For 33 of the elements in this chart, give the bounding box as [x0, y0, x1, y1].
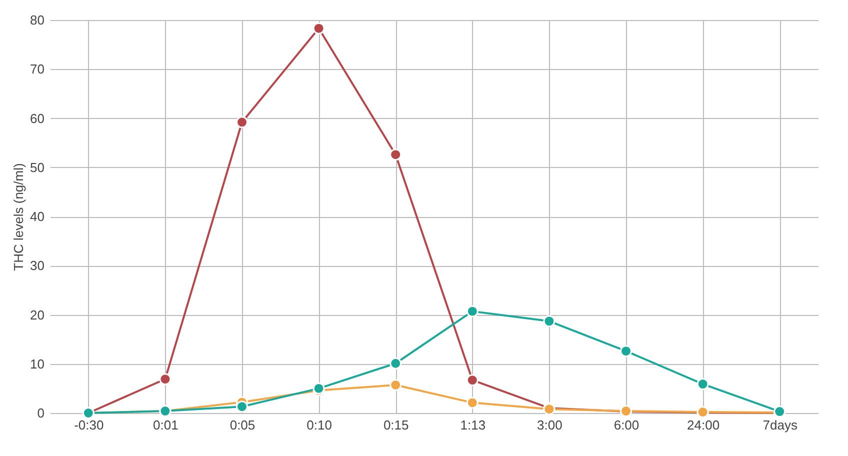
- point: [466, 305, 478, 318]
- point: [390, 357, 402, 370]
- x-tick-label: 7days: [762, 418, 798, 432]
- x-tick-label: 0:05: [230, 418, 256, 432]
- x-tick-label: 0:15: [383, 418, 409, 432]
- x-tick-label: -0:30: [74, 418, 104, 432]
- y-tick-label: 20: [30, 307, 44, 322]
- y-tick-label: 80: [30, 12, 44, 28]
- y-tick-label: 0: [37, 406, 44, 420]
- point: [466, 396, 478, 409]
- point: [390, 148, 402, 161]
- x-tick-label: 3:00: [537, 418, 562, 432]
- point: [236, 400, 248, 413]
- y-axis-title: THC levels (ng/ml): [11, 163, 26, 271]
- point: [466, 374, 478, 386]
- point: [390, 379, 402, 391]
- point: [620, 345, 632, 358]
- point: [236, 116, 248, 128]
- x-tick-label: 6:00: [614, 418, 640, 432]
- x-tick-label: 0:01: [153, 418, 178, 432]
- y-tick-label: 10: [30, 356, 44, 372]
- x-tick-label: 24:00: [687, 418, 720, 432]
- y-tick-label: 50: [30, 160, 44, 175]
- y-tick-label: 70: [30, 62, 44, 77]
- y-tick-label: 40: [30, 209, 44, 224]
- point: [159, 373, 172, 386]
- y-tick-label: 60: [30, 110, 44, 126]
- x-tick-label: 0:10: [306, 418, 332, 432]
- point: [696, 378, 709, 390]
- y-tick-label: 30: [30, 258, 44, 274]
- x-tick-label: 1:13: [460, 418, 486, 432]
- point: [312, 22, 325, 34]
- point: [543, 315, 556, 328]
